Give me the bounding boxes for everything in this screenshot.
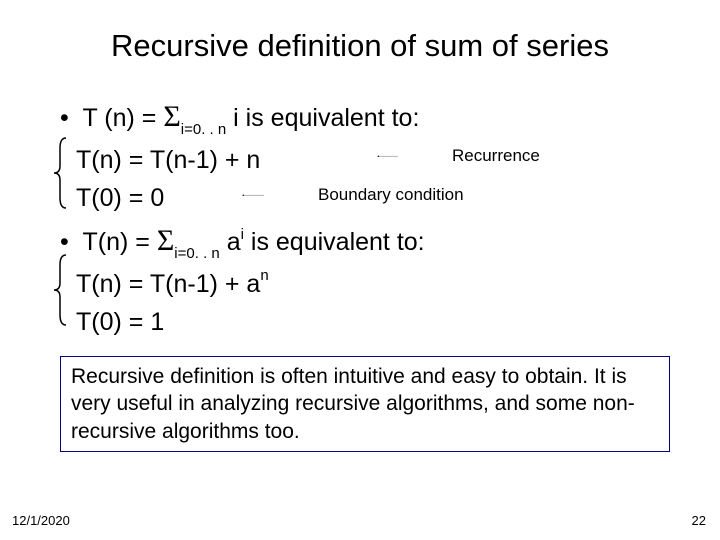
l6-text: T(0) = 1	[76, 308, 164, 336]
content-area: • T (n) = Σi=0. . n i is equivalent to: …	[60, 94, 680, 452]
boundary-label: Boundary condition	[318, 185, 464, 205]
sigma-icon: Σ	[163, 100, 180, 133]
bullet-dot: •	[60, 99, 76, 138]
l3-text: T(0) = 0	[76, 184, 164, 212]
arrow-icon-2	[198, 195, 308, 197]
recurrence-label: Recurrence	[452, 146, 540, 166]
sigma-icon: Σ	[157, 224, 174, 257]
l1-prefix: T (n) =	[83, 104, 164, 132]
slide-title: Recursive definition of sum of series	[40, 28, 680, 64]
line-5: T(n) = T(n-1) + an	[60, 265, 680, 304]
line-6: T(0) = 1	[60, 303, 680, 342]
l1-sub: i=0. . n	[181, 121, 226, 138]
l4-mid: a	[220, 228, 241, 256]
bullet-dot: •	[60, 223, 76, 262]
note-box: Recursive definition is often intuitive …	[60, 356, 670, 452]
bullet-line-1: • T (n) = Σi=0. . n i is equivalent to:	[60, 94, 680, 141]
footer-page: 22	[692, 513, 706, 528]
l4-prefix: T(n) =	[83, 228, 157, 256]
line-2: T(n) = T(n-1) + n	[60, 141, 680, 180]
arrow-icon-1	[335, 156, 440, 158]
l2-text: T(n) = T(n-1) + n	[76, 146, 260, 174]
l4-sup: i	[241, 226, 244, 243]
slide: Recursive definition of sum of series • …	[0, 0, 720, 540]
l4-suffix: is equivalent to:	[244, 228, 425, 256]
l4-sub: i=0. . n	[174, 245, 219, 262]
footer-date: 12/1/2020	[12, 513, 70, 528]
l1-suffix: i is equivalent to:	[226, 104, 419, 132]
l5-prefix: T(n) = T(n-1) + a	[76, 270, 260, 298]
l5-sup: n	[260, 267, 268, 284]
bullet-line-2: • T(n) = Σi=0. . n ai is equivalent to:	[60, 218, 680, 265]
